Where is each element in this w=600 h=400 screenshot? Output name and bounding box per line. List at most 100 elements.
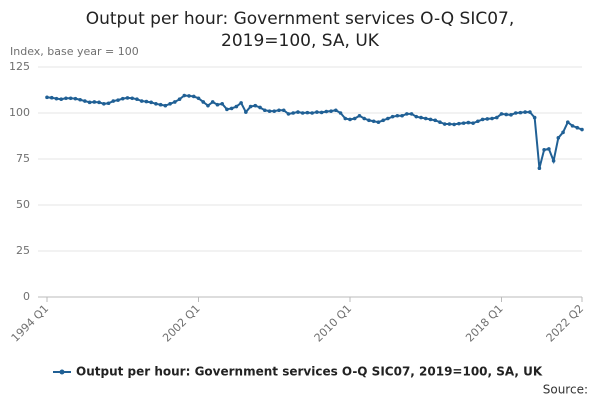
point [191,94,196,99]
point [149,100,153,105]
point [409,112,414,116]
point [54,96,59,101]
point [386,116,390,121]
point [509,113,513,117]
point [102,102,106,106]
point [286,112,291,116]
x-tick-label: 2018 Q1 [463,302,506,345]
point [45,95,49,100]
x-tick-label: 1994 Q1 [9,302,52,345]
point [206,103,210,108]
point [196,96,201,101]
point [343,116,348,121]
point [281,108,286,113]
y-axis-label: Index, base year = 100 [10,45,139,58]
point [111,99,116,103]
point [542,148,546,152]
legend-label: Output per hour: Government services O-Q… [76,365,543,379]
line [46,94,583,169]
point [504,112,509,117]
legend-marker [59,369,65,375]
x-tick-label: 2010 Q1 [312,302,355,345]
point [319,110,324,115]
point [267,109,272,113]
point [390,114,395,119]
point [575,125,580,130]
point [471,121,475,125]
point [433,118,438,123]
point [215,102,220,107]
point [83,99,87,103]
point [523,110,527,114]
point [173,100,177,104]
point [565,120,570,124]
point [154,102,158,106]
point [262,108,267,113]
point [414,114,419,119]
point [253,103,258,108]
point [518,110,523,115]
point [423,116,428,121]
point [68,96,73,101]
point [499,112,504,116]
point [371,119,376,124]
point [395,113,400,118]
point [97,100,101,105]
point [106,101,111,106]
point [329,109,333,113]
point [452,122,456,127]
point [300,111,305,115]
point [405,112,409,116]
y-tick-label: 100 [9,106,30,119]
point [419,115,423,120]
point [494,115,499,120]
point [225,107,229,112]
point [400,113,404,118]
point [158,102,163,107]
point [187,94,191,98]
point [381,118,385,123]
point [547,147,551,151]
point [296,110,300,114]
point [480,117,485,122]
point [239,101,243,105]
point [528,110,532,114]
point [291,111,295,115]
point [551,159,556,163]
point [490,116,494,121]
point [428,117,433,122]
point [457,121,461,126]
point [362,116,367,121]
point [244,110,248,114]
point [78,97,82,102]
y-tick-label: 125 [9,60,30,73]
point [580,127,584,132]
point [248,104,253,109]
point [466,120,471,125]
point [537,166,542,170]
point [234,104,239,109]
point [338,111,343,115]
point [258,105,262,110]
point [229,106,234,111]
point [135,97,139,101]
point [182,93,187,98]
point [513,111,518,115]
point [120,96,125,101]
point [438,120,442,124]
point [352,116,357,121]
point [130,96,135,101]
point [64,96,68,101]
point [125,96,130,100]
point [168,102,172,106]
point [461,121,466,125]
point [277,108,281,113]
point [348,117,352,122]
point [310,111,314,115]
point [367,118,371,123]
point [447,122,452,126]
point [116,98,120,102]
point [272,109,277,113]
point [570,124,575,128]
